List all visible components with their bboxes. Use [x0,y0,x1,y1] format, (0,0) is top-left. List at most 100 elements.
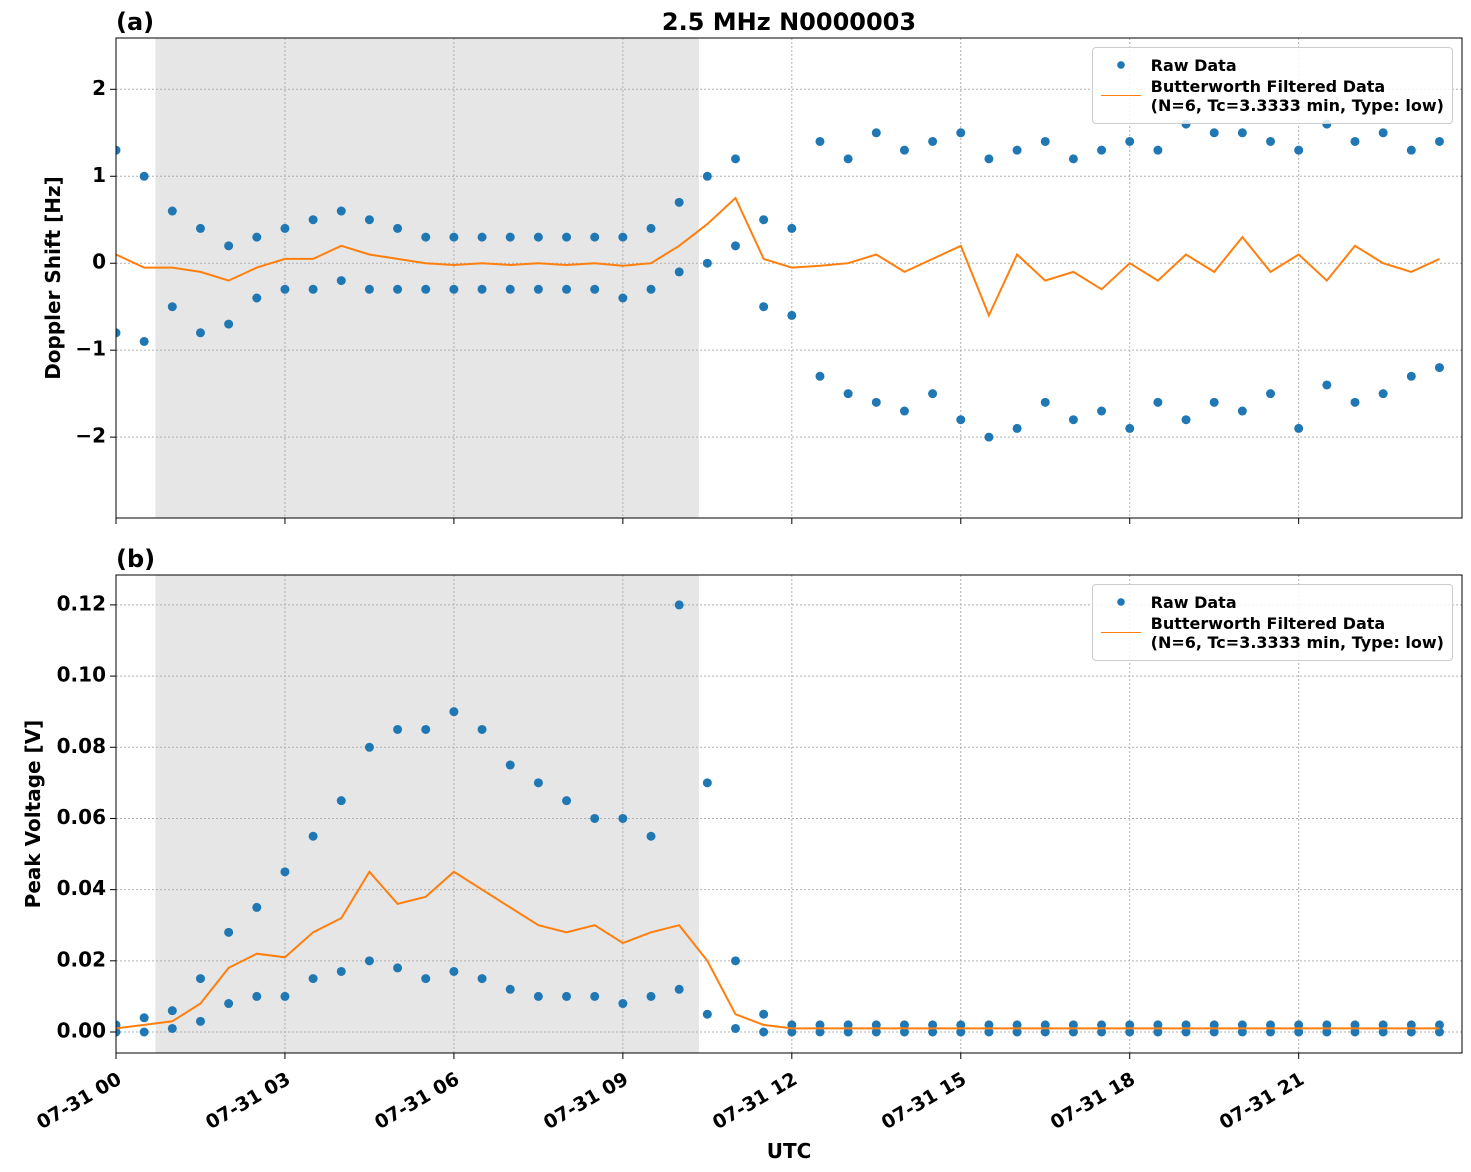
raw-point [815,1027,825,1037]
panel-label: (b) [116,545,155,573]
x-tick-label: 07-31 09 [540,1068,632,1134]
raw-point [505,760,515,770]
raw-point [477,284,487,294]
y-axis-label: Doppler Shift [Hz] [41,176,65,380]
raw-point [167,206,177,216]
raw-point [871,1027,881,1037]
plot-area [116,600,1444,1037]
raw-point [280,867,290,877]
raw-point [1266,1027,1276,1037]
raw-point [252,293,262,303]
raw-point [1294,423,1304,433]
raw-point [1322,1020,1332,1030]
raw-point [646,831,656,841]
raw-point [984,1027,994,1037]
raw-point [1237,128,1247,138]
raw-point [449,966,459,976]
raw-point [815,1020,825,1030]
raw-point [1294,1020,1304,1030]
raw-point [590,284,600,294]
raw-point [449,232,459,242]
raw-point [308,974,318,984]
x-tick-label: 07-31 18 [1047,1068,1139,1134]
raw-point [1434,363,1444,373]
raw-point [871,1020,881,1030]
raw-point [1097,145,1107,155]
raw-point [956,128,966,138]
legend-item: Butterworth Filtered Data (N=6, Tc=3.333… [1100,614,1444,652]
raw-point [1350,136,1360,146]
y-tick-label: −2 [75,424,106,448]
raw-point [730,956,740,966]
raw-point [308,215,318,225]
raw-point [1181,1027,1191,1037]
raw-point [1434,136,1444,146]
raw-point [674,267,684,277]
raw-point [139,171,149,181]
legend-item: Raw Data [1100,593,1444,612]
y-tick-label: 0.04 [57,876,106,900]
raw-point [759,302,769,312]
raw-point [1125,423,1135,433]
raw-point [1068,154,1078,164]
raw-point [1378,389,1388,399]
raw-point [421,974,431,984]
raw-point [815,371,825,381]
raw-point [477,724,487,734]
legend-swatch [1100,56,1141,75]
raw-point [928,1020,938,1030]
raw-point [336,796,346,806]
raw-point [702,171,712,181]
raw-point [1012,145,1022,155]
raw-point [787,1027,797,1037]
raw-point [533,991,543,1001]
raw-point [1125,136,1135,146]
raw-point [195,328,205,338]
legend: Raw Data Butterworth Filtered Data (N=6, … [1091,47,1453,124]
legend-label: Raw Data [1150,593,1237,612]
raw-point [1040,1027,1050,1037]
raw-point [1406,1027,1416,1037]
raw-point [1406,145,1416,155]
raw-point [730,1023,740,1033]
raw-point [843,389,853,399]
x-axis-label: UTC [767,1139,812,1163]
x-tick-label: 07-31 06 [371,1068,463,1134]
raw-point [956,1020,966,1030]
raw-point [224,999,234,1009]
raw-point [336,206,346,216]
raw-point [1294,145,1304,155]
raw-point [1209,1020,1219,1030]
raw-point [449,284,459,294]
raw-point [1068,1027,1078,1037]
raw-point [1350,1020,1360,1030]
raw-point [618,813,628,823]
raw-point [393,284,403,294]
raw-point [562,991,572,1001]
raw-point [167,1006,177,1016]
raw-point [1378,128,1388,138]
legend-swatch [1100,593,1141,612]
shaded-region [155,38,699,518]
raw-point [1406,371,1416,381]
raw-point [562,796,572,806]
raw-point [1237,1027,1247,1037]
raw-point [674,197,684,207]
raw-point [224,319,234,329]
raw-point [1068,415,1078,425]
raw-point [1294,1027,1304,1037]
y-tick-label: 0.08 [57,734,106,758]
raw-point [477,232,487,242]
raw-point [956,1027,966,1037]
raw-point [1012,1020,1022,1030]
raw-point [730,154,740,164]
raw-point [139,336,149,346]
x-tick-label: 07-31 00 [33,1068,125,1134]
raw-point [308,831,318,841]
raw-point [421,232,431,242]
raw-point [1350,397,1360,407]
x-tick-label: 07-31 03 [202,1068,294,1134]
raw-point [252,902,262,912]
